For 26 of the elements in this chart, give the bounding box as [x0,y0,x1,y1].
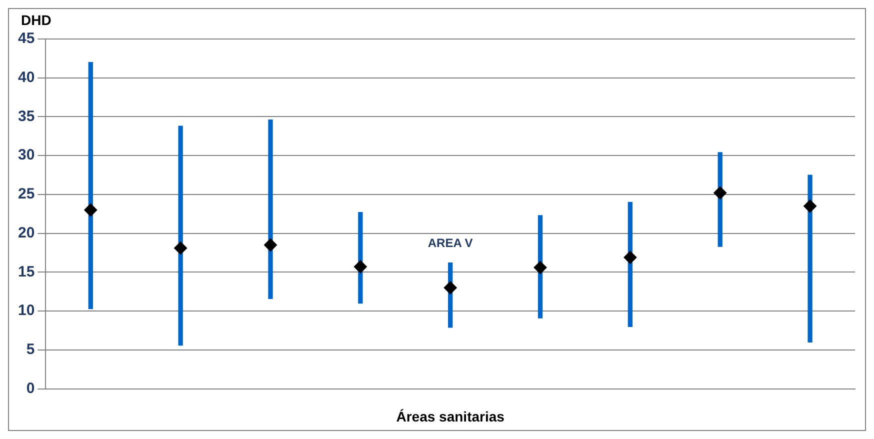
y-tick-label: 30 [18,146,35,164]
annotation: AREA V [428,236,473,250]
y-tick-label: 15 [18,263,35,280]
y-tick-label: 10 [18,302,35,320]
bar [268,120,273,299]
y-tick-label: 5 [26,341,35,358]
point [354,260,367,274]
point [714,186,727,200]
y-tick-label: 25 [18,186,35,203]
y-tick-label: 35 [18,108,35,125]
bar [88,62,93,310]
point [534,261,547,274]
point [264,238,277,252]
y-axis-title: DHD [21,12,52,28]
bar [178,126,183,346]
y-tick-label: 40 [18,69,35,86]
point [624,250,637,264]
y-tick-label: 20 [18,224,35,242]
point [174,242,188,255]
point [444,281,457,294]
y-tick-label: 0 [26,380,35,397]
y-tick-label: 45 [18,30,35,48]
bar [808,174,812,342]
point [84,204,98,217]
x-axis-title: Áreas sanitarias [396,408,505,424]
point [804,200,817,213]
